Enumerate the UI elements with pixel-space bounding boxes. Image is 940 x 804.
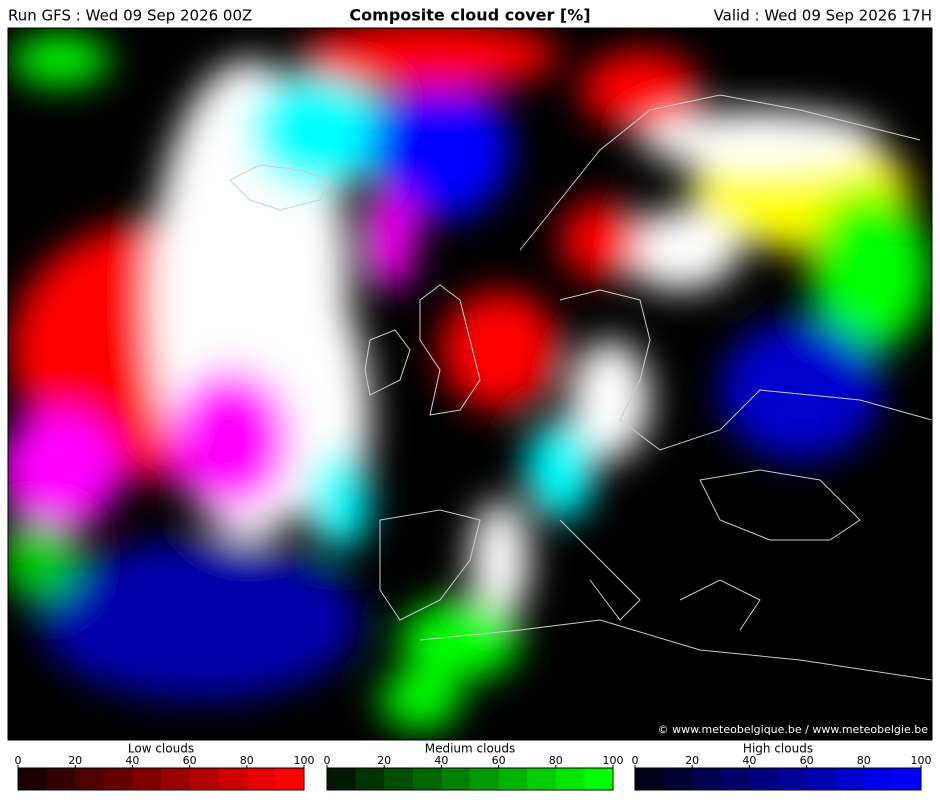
color-bin (778, 768, 808, 790)
color-bin (18, 768, 48, 790)
tick-label: 60 (183, 754, 197, 767)
color-bin (498, 768, 528, 790)
color-bin (75, 768, 105, 790)
tick-label: 20 (377, 754, 391, 767)
legend-label: High clouds (743, 742, 813, 756)
valid-label: Valid : Wed 09 Sep 2026 17H (714, 7, 932, 25)
color-bin (863, 768, 893, 790)
tick-label: 80 (240, 754, 254, 767)
color-bin (327, 768, 357, 790)
tick-label: 60 (492, 754, 506, 767)
color-bin (806, 768, 836, 790)
color-bin (384, 768, 414, 790)
color-bin (246, 768, 276, 790)
tick-label: 100 (294, 754, 315, 767)
color-bin (692, 768, 722, 790)
tick-label: 0 (632, 754, 639, 767)
tick-label: 80 (549, 754, 563, 767)
tick-label: 0 (15, 754, 22, 767)
legends: Low clouds 0 20 40 60 80 100 Medium clouds 0 20 40… (15, 742, 932, 791)
color-bin (720, 768, 750, 790)
color-bin (103, 768, 133, 790)
color-bin (161, 768, 191, 790)
colorbar-frame (326, 767, 614, 791)
tick-label: 20 (68, 754, 82, 767)
map-title: Composite cloud cover [%] (349, 6, 590, 25)
color-bin (441, 768, 471, 790)
tick-label: 0 (324, 754, 331, 767)
tick-label: 100 (603, 754, 624, 767)
color-bin (46, 768, 76, 790)
color-bin (132, 768, 162, 790)
map: © www.meteobelgique.be / www.meteobelgie… (8, 28, 932, 740)
tick-label: 20 (685, 754, 699, 767)
color-bin (412, 768, 442, 790)
color-bin (355, 768, 385, 790)
color-bin (470, 768, 500, 790)
tick-label: 80 (857, 754, 871, 767)
tick-label: 100 (911, 754, 932, 767)
color-bin (835, 768, 865, 790)
color-bin (663, 768, 693, 790)
tick-label: 40 (434, 754, 448, 767)
tick-label: 40 (742, 754, 756, 767)
color-bin (635, 768, 665, 790)
legend-label: Medium clouds (425, 742, 516, 756)
colorbar-frame (17, 767, 305, 791)
run-label: Run GFS : Wed 09 Sep 2026 00Z (8, 7, 252, 25)
color-bin (275, 768, 305, 790)
tick-label: 60 (800, 754, 814, 767)
colorbar-frame (634, 767, 922, 791)
color-bin (189, 768, 219, 790)
credit: © www.meteobelgique.be / www.meteobelgie… (658, 723, 929, 736)
map-frame (7, 27, 933, 741)
color-bin (749, 768, 779, 790)
tick-label: 40 (125, 754, 139, 767)
legend-label: Low clouds (128, 742, 194, 756)
color-bin (892, 768, 922, 790)
color-bin (527, 768, 557, 790)
color-bin (584, 768, 614, 790)
coastlines (229, 94, 932, 681)
color-bin (555, 768, 585, 790)
color-bin (218, 768, 248, 790)
